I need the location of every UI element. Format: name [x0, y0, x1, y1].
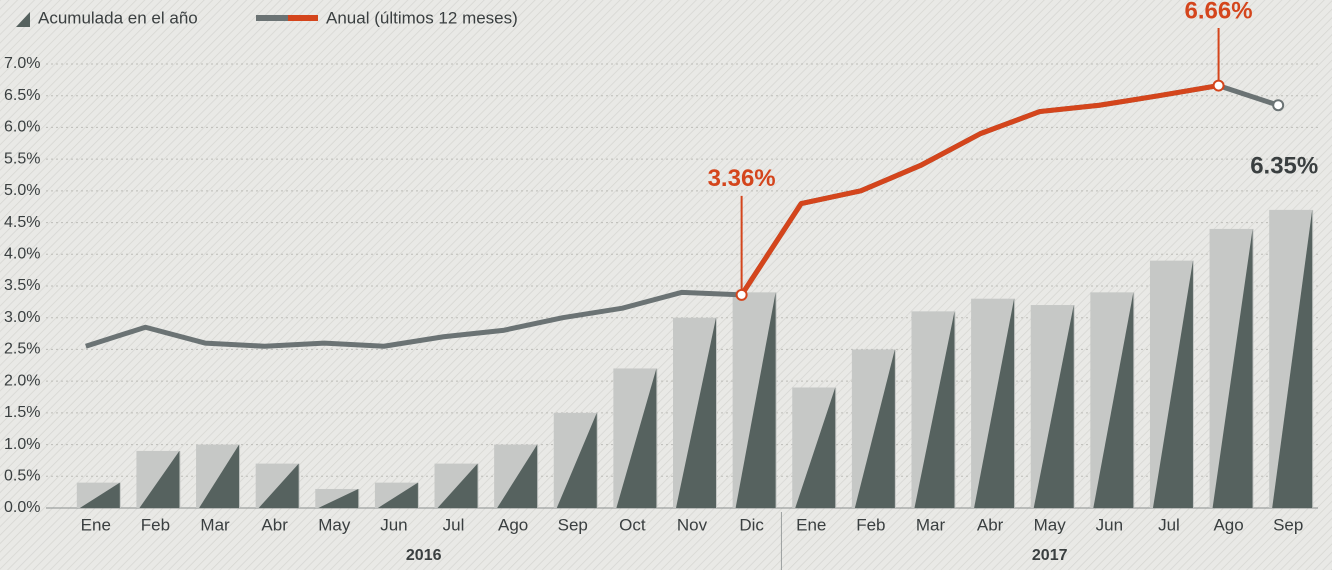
- y-tick-label: 3.5%: [4, 277, 40, 294]
- x-tick-label: Jul: [443, 515, 465, 534]
- x-tick-label: Abr: [977, 515, 1004, 534]
- y-tick-label: 4.0%: [4, 246, 40, 263]
- bar: [974, 298, 1015, 508]
- bar: [795, 387, 836, 508]
- bar: [79, 482, 120, 508]
- bar: [139, 450, 180, 508]
- bar: [1093, 292, 1134, 508]
- x-tick-label: May: [1034, 515, 1067, 534]
- x-tick-label: Nov: [677, 515, 708, 534]
- y-tick-label: 3.0%: [4, 309, 40, 326]
- bar: [199, 444, 240, 508]
- bar: [616, 368, 657, 508]
- legend-bar-icon: [16, 12, 30, 27]
- bar: [1272, 209, 1313, 508]
- y-tick-label: 1.0%: [4, 436, 40, 453]
- x-tick-label: Jul: [1158, 515, 1180, 534]
- x-group-label: 2016: [406, 547, 442, 564]
- x-tick-label: Mar: [200, 515, 230, 534]
- y-tick-label: 5.0%: [4, 182, 40, 199]
- legend-label: Anual (últimos 12 meses): [326, 8, 518, 27]
- y-tick-label: 5.5%: [4, 150, 40, 167]
- bar: [377, 482, 418, 508]
- value-label: 6.66%: [1185, 0, 1253, 24]
- x-tick-label: Feb: [141, 515, 170, 534]
- y-tick-label: 0.5%: [4, 468, 40, 485]
- x-tick-label: Dic: [739, 515, 764, 534]
- bar: [735, 292, 776, 508]
- bar: [318, 488, 359, 508]
- x-tick-label: Mar: [916, 515, 946, 534]
- x-group-label: 2017: [1032, 547, 1068, 564]
- y-tick-label: 1.5%: [4, 404, 40, 421]
- y-tick-label: 7.0%: [4, 55, 40, 72]
- x-tick-label: Jun: [1096, 515, 1123, 534]
- x-tick-label: Oct: [619, 515, 646, 534]
- y-tick-label: 6.5%: [4, 87, 40, 104]
- x-tick-label: May: [318, 515, 351, 534]
- x-tick-label: Ene: [796, 515, 826, 534]
- x-tick-label: Ago: [498, 515, 528, 534]
- y-tick-label: 0.0%: [4, 499, 40, 516]
- bar: [914, 311, 955, 508]
- bar: [1033, 305, 1074, 508]
- x-tick-label: Feb: [856, 515, 885, 534]
- y-tick-label: 4.5%: [4, 214, 40, 231]
- point-marker: [1212, 79, 1225, 92]
- y-tick-label: 6.0%: [4, 119, 40, 136]
- x-tick-label: Jun: [380, 515, 407, 534]
- bar: [676, 317, 716, 508]
- value-label: 6.35%: [1250, 153, 1318, 180]
- bar: [854, 349, 895, 508]
- bar: [258, 463, 299, 508]
- y-tick-label: 2.5%: [4, 341, 40, 358]
- x-tick-label: Abr: [261, 515, 288, 534]
- y-tick-label: 2.0%: [4, 372, 40, 389]
- bar: [497, 444, 538, 508]
- x-tick-label: Ago: [1213, 515, 1243, 534]
- point-marker: [1272, 99, 1285, 112]
- line-highlight: [739, 83, 1219, 297]
- x-tick-label: Ene: [81, 515, 111, 534]
- value-label: 3.36%: [708, 165, 776, 192]
- point-marker: [735, 288, 748, 301]
- x-tick-label: Sep: [1273, 515, 1303, 534]
- bar: [1152, 260, 1193, 508]
- bar: [1212, 228, 1253, 508]
- x-tick-label: Sep: [558, 515, 588, 534]
- bar: [437, 463, 478, 508]
- legend-label: Acumulada en el año: [38, 8, 198, 27]
- bar: [556, 412, 597, 508]
